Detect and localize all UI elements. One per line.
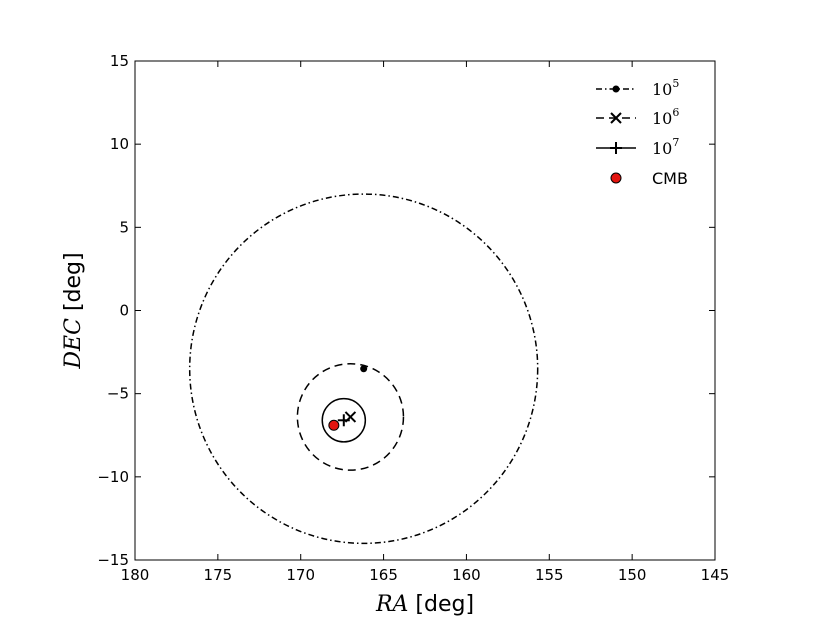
legend-marker [610, 112, 622, 124]
circle-series-0 [188, 193, 539, 545]
y-tick-label: 15 [110, 52, 129, 70]
x-axis-title-unit: [deg] [415, 592, 474, 617]
legend-entry-1: 106 [596, 106, 679, 128]
confidence-circles [188, 193, 539, 545]
x-tick-label: 170 [286, 566, 315, 584]
legend-label: 106 [652, 106, 679, 128]
y-axis-title-math: DEC [61, 318, 86, 370]
plot-area [134, 60, 716, 561]
x-tick-label: 155 [535, 566, 564, 584]
legend-label: CMB [652, 169, 688, 188]
marker-series-2 [337, 414, 350, 427]
legend-label: 105 [652, 77, 679, 99]
y-tick-label: −15 [97, 551, 129, 569]
y-axis-title-unit: [deg] [61, 252, 86, 311]
legend: 105 106 107 CMB [596, 77, 688, 188]
y-axis-title: DEC [deg] [61, 252, 86, 369]
legend-marker [612, 85, 620, 93]
y-tick-label: 10 [110, 135, 129, 153]
legend-marker [610, 142, 622, 154]
y-tick-label: −10 [97, 468, 129, 486]
x-axis-title-math: RA [375, 592, 408, 617]
x-tick-label: 165 [369, 566, 398, 584]
x-axis-title: RA [deg] [375, 592, 474, 617]
marker-series-3 [328, 419, 340, 431]
legend-entry-3: CMB [610, 169, 688, 188]
x-axis-title-space [408, 592, 415, 617]
marker-series-0 [360, 365, 368, 373]
x-tick-label: 160 [452, 566, 481, 584]
circle-series-2 [321, 397, 367, 443]
legend-marker [610, 172, 622, 184]
circle-series-1 [296, 362, 405, 471]
y-tick-label: 5 [119, 218, 129, 236]
x-tick-label: 180 [121, 566, 150, 584]
x-tick-label: 175 [204, 566, 233, 584]
x-tick-label: 150 [618, 566, 647, 584]
y-tick-label: −5 [107, 385, 129, 403]
axis-ticks: 180 175 170 165 160 155 150 145 −15 −10 −5 0 5 10 15 [97, 52, 729, 584]
legend-label: 107 [652, 136, 679, 158]
y-axis-title-space [61, 311, 86, 318]
legend-entry-0: 105 [596, 77, 679, 99]
data-markers [328, 365, 368, 431]
x-tick-label: 145 [701, 566, 730, 584]
legend-entry-2: 107 [596, 136, 679, 158]
y-tick-label: 0 [119, 302, 129, 320]
